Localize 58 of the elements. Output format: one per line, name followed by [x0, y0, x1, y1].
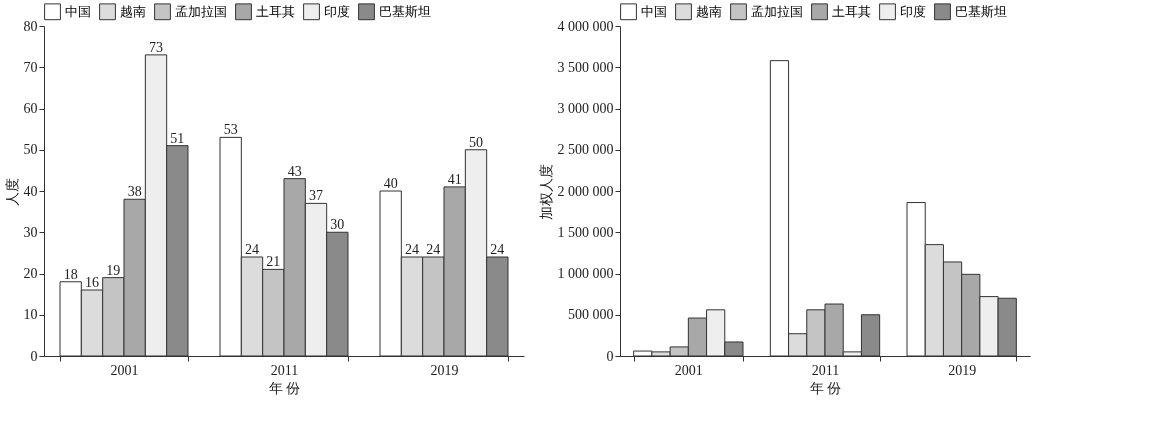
- data-label: 21: [266, 254, 281, 270]
- x-tick-label: 2019: [948, 362, 977, 378]
- legend-label: 土耳其: [256, 3, 295, 19]
- y-tick-label: 40: [23, 183, 38, 199]
- data-label: 24: [245, 242, 259, 257]
- data-label: 38: [127, 184, 142, 200]
- data-label: 24: [490, 242, 505, 257]
- data-label: 40: [383, 176, 398, 191]
- y-tick-label: 60: [23, 101, 38, 116]
- legend-label: 越南: [120, 3, 146, 19]
- x-tick-label: 2011: [270, 362, 299, 378]
- data-label: 53: [223, 122, 238, 138]
- y-axis-title: 人度: [4, 177, 20, 206]
- y-tick-label: 3 500 000: [557, 59, 614, 75]
- legend-label: 印度: [324, 3, 350, 19]
- y-tick-label: 500 000: [568, 307, 614, 323]
- legend-label: 孟加拉国: [751, 3, 803, 19]
- data-label: 37: [309, 188, 323, 204]
- data-label: 24: [405, 242, 419, 257]
- data-label: 73: [149, 39, 163, 55]
- x-tick-label: 2001: [674, 362, 703, 378]
- legend-label: 土耳其: [832, 3, 871, 19]
- x-tick-label: 2001: [110, 362, 139, 378]
- y-tick-label: 0: [606, 348, 614, 364]
- y-tick-label: 2 500 000: [557, 142, 614, 158]
- y-tick-label: 50: [23, 142, 38, 158]
- y-tick-label: 10: [23, 307, 38, 323]
- legend-label: 孟加拉国: [175, 3, 227, 19]
- y-tick-label: 0: [30, 348, 38, 364]
- data-label: 18: [63, 266, 78, 282]
- y-tick-label: 30: [23, 224, 38, 240]
- x-axis-title: 年 份: [268, 380, 301, 396]
- legend-label: 巴基斯坦: [955, 3, 1007, 19]
- data-label: 51: [170, 130, 185, 146]
- x-tick-label: 2019: [430, 362, 459, 378]
- legend-label: 越南: [696, 3, 722, 19]
- y-tick-label: 2 000 000: [557, 183, 614, 199]
- y-tick-label: 1 000 000: [557, 266, 614, 281]
- y-tick-label: 1 500 000: [557, 224, 614, 240]
- legend-label: 印度: [900, 3, 926, 19]
- y-tick-label: 20: [23, 266, 38, 281]
- y-tick-label: 80: [23, 18, 38, 34]
- data-label: 19: [106, 262, 121, 278]
- data-label: 43: [287, 163, 302, 179]
- y-axis-title: 加权人度: [538, 163, 554, 220]
- y-tick-label: 3 000 000: [557, 101, 614, 116]
- x-tick-label: 2011: [811, 362, 840, 378]
- y-tick-label: 4 000 000: [557, 18, 614, 34]
- data-label: 30: [330, 217, 345, 233]
- legend-label: 巴基斯坦: [379, 3, 431, 19]
- x-axis-title: 年 份: [809, 380, 842, 396]
- data-label: 41: [447, 171, 462, 187]
- legend-label: 中国: [641, 3, 667, 19]
- legend-label: 中国: [65, 3, 91, 19]
- y-tick-label: 70: [23, 59, 38, 75]
- data-label: 16: [85, 275, 99, 290]
- data-label: 24: [426, 242, 441, 257]
- data-label: 50: [469, 134, 483, 150]
